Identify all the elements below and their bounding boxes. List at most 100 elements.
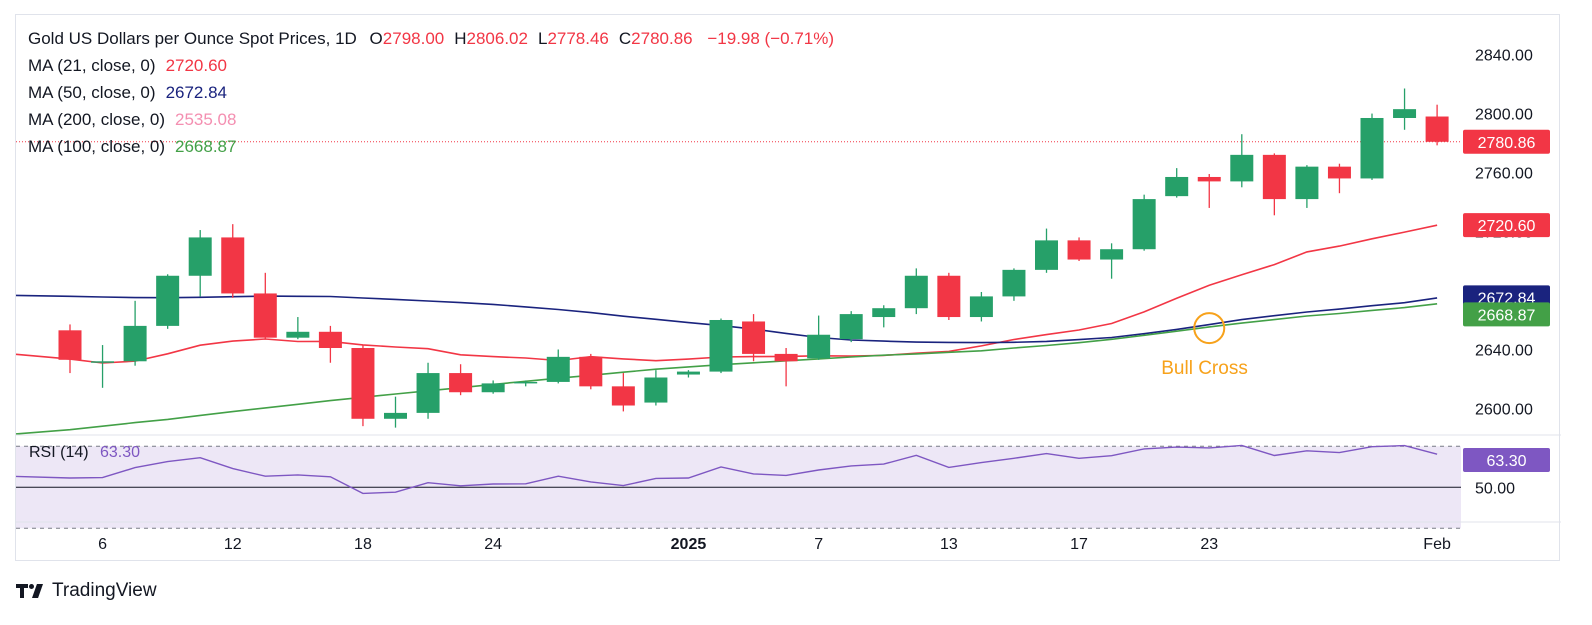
- chart-canvas[interactable]: Bull Cross RSI (14) 63.30 2840.00 2800.00 2…: [16, 15, 1561, 562]
- ohlc-value: 2780.86: [631, 29, 693, 48]
- ma100-tag-value: 2668.87: [1478, 307, 1536, 324]
- ma-legend-value: 2668.87: [175, 137, 237, 156]
- candle-body: [1360, 117, 1384, 179]
- time-label: 23: [1200, 536, 1218, 553]
- time-label: 13: [940, 536, 958, 553]
- candle-body: [514, 381, 538, 384]
- chart-frame: Bull Cross RSI (14) 63.30 2840.00 2800.00 2…: [15, 14, 1561, 562]
- candle-body: [872, 308, 896, 318]
- candle-8: [318, 325, 342, 363]
- ohlc-key: H: [454, 29, 467, 48]
- candle-4: [188, 230, 212, 297]
- price-tick: 2600.00: [1475, 401, 1533, 418]
- candle-body: [742, 321, 766, 354]
- candle-35: [1197, 174, 1221, 208]
- candle-16: [579, 353, 603, 390]
- ma-legend-value: 2672.84: [165, 83, 228, 102]
- candle-body: [937, 275, 961, 318]
- candle-body: [253, 293, 277, 338]
- candles: [58, 88, 1449, 428]
- candle-18: [644, 370, 668, 406]
- ma-legend-row[interactable]: MA (21, close, 0) 2720.60: [28, 56, 227, 76]
- ma-legend-row[interactable]: MA (100, close, 0) 2668.87: [28, 137, 236, 157]
- candle-body: [807, 334, 831, 359]
- candle-3: [156, 274, 180, 329]
- candle-body: [709, 319, 733, 372]
- ma-legend-value: 2535.08: [175, 110, 237, 129]
- candle-39: [1327, 163, 1351, 194]
- candle-body: [1262, 154, 1286, 200]
- candle-body: [58, 330, 82, 360]
- candle-body: [449, 373, 473, 393]
- time-label: 24: [484, 536, 502, 553]
- candle-24: [839, 311, 863, 343]
- candle-13: [481, 380, 505, 394]
- candle-body: [416, 373, 440, 413]
- ohlc-value: 2798.00: [382, 29, 445, 48]
- candle-body: [611, 386, 635, 406]
- candle-38: [1295, 165, 1319, 208]
- tradingview-wordmark: TradingView: [52, 580, 157, 601]
- price-tick: 2760.00: [1475, 166, 1533, 183]
- candle-28: [969, 291, 993, 322]
- candle-34: [1165, 168, 1189, 198]
- candle-body: [91, 361, 115, 363]
- rsi-level-tick: 50.00: [1475, 480, 1515, 497]
- candle-body: [123, 325, 147, 362]
- ohlc-value: 2806.02: [466, 29, 528, 48]
- ma21-tag-bg: [1463, 213, 1550, 238]
- ma100-line: [16, 303, 1438, 435]
- time-label: 7: [814, 536, 823, 553]
- candle-body: [156, 275, 180, 326]
- candle-body: [969, 296, 993, 318]
- ma-legend-value: 2720.60: [165, 56, 228, 75]
- candle-5: [221, 224, 245, 298]
- candle-14: [514, 380, 538, 387]
- candle-9: [351, 345, 375, 427]
- rsi-tag-bg: [1463, 447, 1550, 472]
- rsi-pane: RSI (14) 63.30: [16, 444, 1438, 495]
- candle-body: [1100, 249, 1124, 260]
- candle-7: [286, 317, 310, 340]
- candle-body: [1002, 269, 1026, 297]
- candle-body: [1132, 199, 1156, 250]
- price-tick: 2640.00: [1475, 342, 1533, 359]
- last-price-tag: 2780.86: [1463, 129, 1550, 154]
- candle-body: [1035, 240, 1058, 270]
- candle-body: [546, 356, 570, 382]
- candle-body: [1230, 154, 1254, 182]
- rsi-tag: 63.30: [1463, 447, 1550, 472]
- candle-23: [807, 315, 831, 360]
- ma-legend-row[interactable]: MA (200, close, 0) 2535.08: [28, 110, 236, 130]
- candle-body: [1393, 109, 1417, 118]
- candle-body: [318, 331, 342, 349]
- candle-body: [676, 371, 700, 375]
- candle-27: [937, 272, 961, 320]
- legend-header: Gold US Dollars per Ounce Spot Prices, 1…: [28, 29, 834, 49]
- ma21-tag-value: 2720.60: [1478, 218, 1536, 235]
- ohlc-key: C: [618, 29, 632, 48]
- candle-body: [1295, 166, 1319, 200]
- ma-legend-label: MA (200, close, 0): [28, 110, 166, 129]
- candle-body: [1165, 176, 1189, 197]
- time-label: 6: [98, 536, 107, 553]
- candle-body: [1425, 116, 1449, 142]
- time-label: 12: [224, 536, 242, 553]
- bull-cross-label: Bull Cross: [1161, 358, 1248, 379]
- ma21-tag: 2720.60: [1463, 213, 1550, 238]
- candle-body: [579, 356, 603, 387]
- candle-37: [1262, 153, 1286, 216]
- candle-body: [904, 275, 928, 309]
- price-axis: 2840.002800.002760.002720.002680.002640.…: [16, 48, 1561, 497]
- candle-12: [449, 364, 473, 396]
- ma100-tag-bg: [1463, 302, 1550, 327]
- rsi-label: RSI (14): [29, 444, 89, 461]
- candle-21: [742, 314, 766, 362]
- candle-10: [384, 396, 407, 428]
- tradingview-logo[interactable]: TradingView: [16, 578, 157, 604]
- candle-1: [91, 345, 115, 388]
- time-label: 18: [354, 536, 372, 553]
- candle-42: [1425, 104, 1449, 146]
- symbol-title[interactable]: Gold US Dollars per Ounce Spot Prices, 1…: [28, 29, 357, 48]
- ma-legend-row[interactable]: MA (50, close, 0) 2672.84: [28, 83, 227, 103]
